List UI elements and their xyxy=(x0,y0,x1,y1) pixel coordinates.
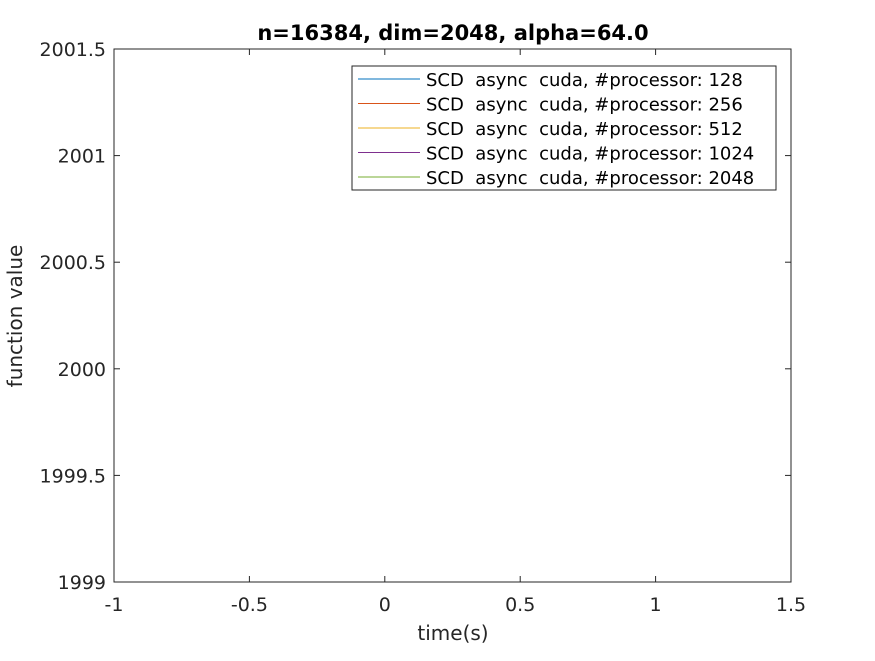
legend-entry-label: SCD async cuda, #processor: 512 xyxy=(426,119,743,140)
x-axis: -1 -0.5 0 0.5 1 1.5 xyxy=(105,49,806,616)
y-tick-label: 1999 xyxy=(58,572,106,594)
legend-entry-label: SCD async cuda, #processor: 128 xyxy=(426,70,743,91)
legend: SCD async cuda, #processor: 128 SCD async… xyxy=(351,65,777,191)
y-tick-label: 2000.5 xyxy=(40,252,106,274)
x-axis-label: time(s) xyxy=(417,621,488,645)
legend-box xyxy=(351,65,777,191)
y-tick-label: 2001 xyxy=(58,146,106,168)
legend-entry-label: SCD async cuda, #processor: 1024 xyxy=(426,144,754,165)
y-axis: 1999 1999.5 2000 2000.5 2001 2001.5 xyxy=(40,39,791,594)
y-tick-label: 2000 xyxy=(58,359,106,381)
x-tick-label: -0.5 xyxy=(231,594,268,616)
x-tick-label: -1 xyxy=(105,594,124,616)
legend-entry-label: SCD async cuda, #processor: 2048 xyxy=(426,168,754,189)
x-tick-label: 1 xyxy=(650,594,662,616)
x-tick-label: 1.5 xyxy=(776,594,806,616)
chart-title: n=16384, dim=2048, alpha=64.0 xyxy=(257,21,648,45)
legend-entry-label: SCD async cuda, #processor: 256 xyxy=(426,95,743,116)
y-tick-label: 2001.5 xyxy=(40,39,106,61)
y-tick-label: 1999.5 xyxy=(40,465,106,487)
y-axis-label: function value xyxy=(3,245,27,388)
x-tick-label: 0.5 xyxy=(505,594,535,616)
x-tick-label: 0 xyxy=(379,594,391,616)
